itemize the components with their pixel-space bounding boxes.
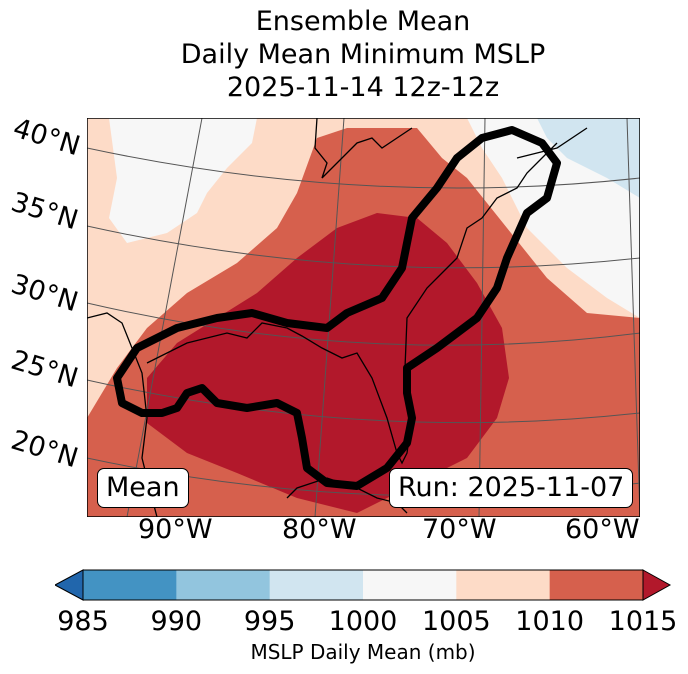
colorbar-frame	[82, 569, 644, 601]
colorbar-bin-1000-1005	[363, 570, 457, 600]
field-over-1015	[147, 213, 509, 513]
colorbar-tick-1010: 1010	[515, 606, 585, 637]
colorbar-bin-1005-1010	[456, 570, 551, 600]
mean-label-box: Mean	[97, 468, 189, 508]
lon-label-60w: 60°W	[565, 514, 640, 545]
colorbar-tick-995: 995	[243, 606, 296, 637]
colorbar-bin-990-995	[176, 570, 271, 600]
field-1000-1005-west	[109, 118, 257, 243]
lat-label-20n: 20°N	[7, 424, 82, 475]
lon-label-90w: 90°W	[138, 514, 213, 545]
colorbar-tick-1015: 1015	[608, 606, 678, 637]
colorbar-bin-1010-1015	[549, 570, 644, 600]
colorbar-bin-985-990	[83, 570, 177, 600]
colorbar-bin-995-1000	[269, 570, 364, 600]
colorbar-tick-990: 990	[150, 606, 203, 637]
lon-label-70w: 70°W	[422, 514, 497, 545]
lat-label-25n: 25°N	[7, 344, 82, 395]
colorbar-tick-1005: 1005	[421, 606, 491, 637]
run-date-box: Run: 2025-11-07	[389, 468, 634, 508]
mslp-map	[87, 118, 640, 517]
ensemble-contour	[113, 126, 561, 490]
title-line-3: 2025-11-14 12z-12z	[226, 72, 500, 103]
field-995-1000	[537, 118, 640, 198]
colorbar-tick-1000: 1000	[328, 606, 398, 637]
title-line-2: Daily Mean Minimum MSLP	[180, 39, 546, 70]
lat-label-40n: 40°N	[9, 112, 84, 163]
chart-title: Ensemble Mean Daily Mean Minimum MSLP 20…	[0, 5, 688, 104]
lat-label-30n: 30°N	[7, 268, 82, 319]
colorbar-over-arrow	[642, 569, 672, 601]
map-panel: Mean Run: 2025-11-07	[87, 118, 640, 517]
colorbar	[55, 569, 672, 601]
colorbar-label: MSLP Daily Mean (mb)	[250, 640, 476, 664]
title-line-1: Ensemble Mean	[255, 6, 471, 37]
colorbar-under-arrow	[55, 569, 84, 601]
lon-label-80w: 80°W	[282, 514, 357, 545]
coastlines	[87, 118, 588, 517]
colorbar-tick-985: 985	[57, 606, 109, 637]
lat-label-35n: 35°N	[7, 186, 82, 237]
